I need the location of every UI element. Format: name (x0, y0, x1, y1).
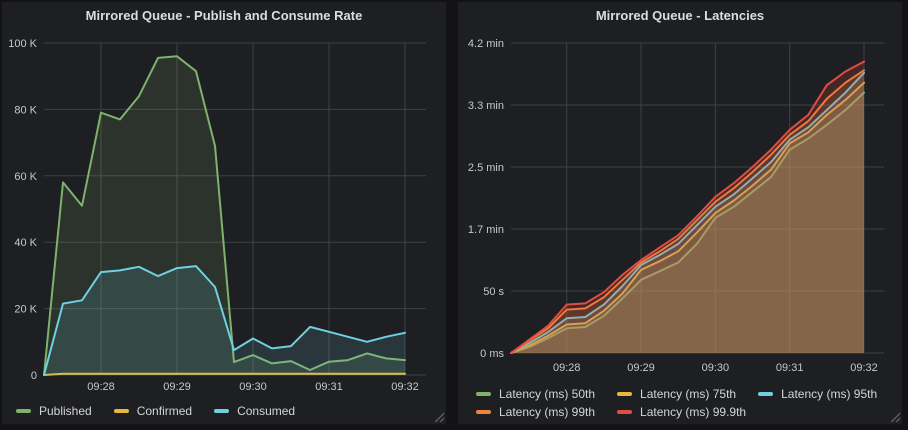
y-tick-label: 100 K (8, 38, 37, 50)
legend-series-dash-icon (617, 392, 633, 396)
legend-item[interactable]: Confirmed (113, 404, 193, 418)
legend-row: Latency (ms) 99th Latency (ms) 99.9th (476, 403, 877, 421)
y-tick-label: 0 ms (480, 348, 504, 360)
series-line[interactable] (510, 71, 865, 354)
legend-series-dash-icon (617, 410, 633, 414)
y-tick-label: 0 (31, 370, 37, 382)
legend-series-label: Latency (ms) 99.9th (640, 405, 747, 419)
legend-series-label: Latency (ms) 50th (499, 387, 596, 401)
x-tick-label: 09:28 (87, 381, 115, 393)
x-tick-label: 09:30 (702, 362, 730, 374)
legend-series-label: Published (39, 404, 92, 418)
legend-series-dash-icon (758, 392, 774, 396)
legend-item[interactable]: Consumed (214, 404, 295, 418)
legend-item[interactable]: Latency (ms) 95th (758, 387, 877, 401)
series-line[interactable] (510, 91, 865, 354)
legend-series-dash-icon (476, 410, 491, 414)
y-tick-label: 1.7 min (468, 224, 504, 236)
legend: Latency (ms) 50th Latency (ms) 75th Latenc… (476, 385, 877, 421)
panel-title[interactable]: Mirrored Queue - Latencies (595, 8, 765, 23)
y-tick-label: 20 K (14, 304, 37, 316)
legend-item[interactable]: Latency (ms) 50th (476, 387, 595, 401)
series-fill (44, 56, 405, 376)
series-fill (511, 82, 864, 353)
x-tick-label: 09:30 (239, 381, 267, 393)
x-tick-label: 09:29 (163, 381, 191, 393)
legend-series-dash-icon (16, 409, 31, 413)
legend-series-dash-icon (476, 392, 491, 396)
series-line[interactable] (43, 55, 406, 376)
series-fill (511, 92, 864, 353)
legend-series-label: Consumed (237, 404, 296, 418)
series-fill (511, 70, 864, 354)
y-tick-label: 80 K (14, 104, 37, 116)
x-tick-label: 09:29 (627, 362, 655, 374)
series-line[interactable] (510, 81, 865, 354)
series-line[interactable] (510, 60, 865, 354)
y-tick-label: 60 K (14, 171, 37, 183)
publish-consume-chart[interactable]: 0 20 K 40 K 60 K 80 K 100 K 09:28 09:29 09:30 09:… (2, 28, 446, 404)
legend-item[interactable]: Latency (ms) 99.9th (617, 405, 746, 419)
x-tick-label: 09:32 (391, 381, 419, 393)
x-tick-label: 09:28 (553, 362, 581, 374)
legend-item[interactable]: Latency (ms) 75th (617, 387, 736, 401)
y-tick-label: 3.3 min (468, 100, 504, 112)
legend-row: Published Confirmed Consumed (16, 402, 295, 420)
latencies-chart[interactable]: 0 ms 50 s 1.7 min 2.5 min 3.3 min 4.2 min 09:2… (458, 28, 902, 404)
resize-handle-icon[interactable] (434, 412, 444, 422)
y-tick-label: 50 s (483, 286, 504, 298)
series-line[interactable] (43, 265, 406, 376)
legend-series-dash-icon (214, 409, 230, 413)
resize-handle-icon[interactable] (890, 412, 900, 422)
legend-row: Latency (ms) 50th Latency (ms) 75th Latenc… (476, 385, 877, 403)
legend-series-label: Latency (ms) 75th (640, 387, 737, 401)
series-line[interactable] (510, 69, 865, 354)
legend-item[interactable]: Latency (ms) 99th (476, 405, 595, 419)
legend-series-label: Latency (ms) 99th (499, 405, 596, 419)
y-tick-label: 2.5 min (468, 162, 504, 174)
series-fill (511, 61, 864, 353)
legend-item[interactable]: Published (16, 404, 92, 418)
panel-title[interactable]: Mirrored Queue - Publish and Consume Rat… (85, 8, 363, 23)
series-fill (511, 72, 864, 354)
legend-series-dash-icon (113, 409, 129, 413)
x-tick-label: 09:31 (776, 362, 804, 374)
panel-latencies: Mirrored Queue - Latencies 0 ms 50 s 1.7 m… (458, 2, 902, 424)
y-tick-label: 4.2 min (468, 38, 504, 50)
x-tick-label: 09:31 (315, 381, 343, 393)
legend: Published Confirmed Consumed (16, 402, 295, 420)
legend-series-label: Confirmed (136, 404, 193, 418)
x-tick-label: 09:32 (850, 362, 878, 374)
series-line[interactable] (43, 372, 406, 376)
legend-series-label: Latency (ms) 95th (781, 387, 878, 401)
y-tick-label: 40 K (14, 237, 37, 249)
panel-publish-consume-rate: Mirrored Queue - Publish and Consume Rat… (2, 2, 446, 424)
